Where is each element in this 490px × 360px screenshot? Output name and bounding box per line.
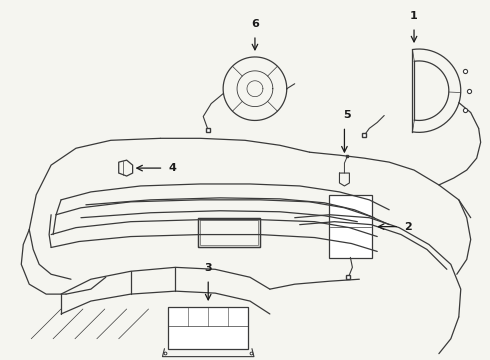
Text: 6: 6	[251, 19, 259, 29]
Polygon shape	[198, 218, 260, 247]
Text: 3: 3	[204, 263, 212, 273]
Polygon shape	[119, 160, 133, 176]
Text: 1: 1	[410, 11, 418, 21]
FancyBboxPatch shape	[169, 307, 248, 349]
Text: 4: 4	[169, 163, 176, 173]
Text: 5: 5	[343, 111, 351, 121]
Text: 2: 2	[404, 222, 412, 231]
FancyBboxPatch shape	[328, 195, 372, 258]
